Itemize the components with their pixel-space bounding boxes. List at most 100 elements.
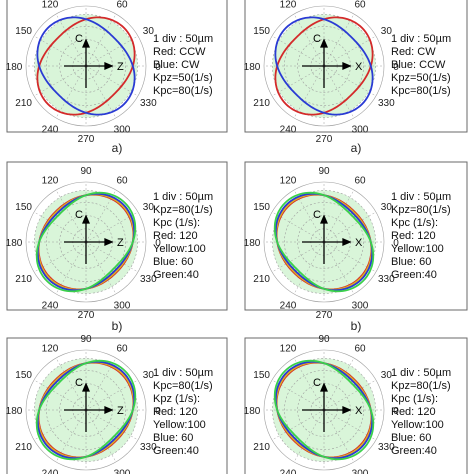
grid-spoke bbox=[271, 35, 325, 67]
grid-spoke bbox=[323, 357, 355, 411]
series-curve-40 bbox=[35, 191, 137, 293]
series-curve-ccw bbox=[274, 16, 374, 116]
legend-line: Green:40 bbox=[391, 445, 437, 457]
angle-tick-label: 240 bbox=[280, 124, 297, 135]
grid-spoke bbox=[33, 211, 87, 243]
angle-tick-label: 90 bbox=[318, 0, 330, 1]
grid-spoke bbox=[85, 241, 117, 295]
legend-line: Red: 120 bbox=[391, 230, 436, 242]
legend-line: Blue: CCW bbox=[391, 59, 446, 71]
legend-line: Blue: 60 bbox=[391, 432, 431, 444]
grid-ring bbox=[272, 190, 376, 294]
grid-ring bbox=[272, 358, 376, 462]
grid-ring bbox=[34, 190, 138, 294]
angle-tick-label: 210 bbox=[253, 98, 270, 109]
horizontal-arrowhead bbox=[342, 62, 352, 70]
legend-line: Red: 120 bbox=[391, 406, 436, 418]
legend-line: Red: 120 bbox=[153, 406, 198, 418]
angle-tick-label: 180 bbox=[6, 238, 23, 249]
panel-caption: b) bbox=[351, 319, 362, 333]
vertical-arrowhead bbox=[320, 38, 328, 48]
legend-line: Kpz=50(1/s) bbox=[153, 72, 213, 84]
series-curve-40 bbox=[273, 359, 375, 461]
legend-line: Blue: 60 bbox=[153, 432, 193, 444]
panel-caption: b) bbox=[112, 319, 123, 333]
grid-ring bbox=[263, 349, 385, 471]
legend-line: Red: 120 bbox=[153, 230, 198, 242]
angle-tick-label: 300 bbox=[352, 468, 369, 474]
grid-spoke bbox=[293, 65, 325, 119]
grid-spoke bbox=[323, 13, 355, 67]
angle-tick-label: 330 bbox=[378, 442, 395, 453]
angle-tick-label: 60 bbox=[354, 344, 366, 355]
legend-line: Kpz (1/s): bbox=[153, 393, 200, 405]
angle-tick-label: 0 bbox=[155, 406, 161, 417]
angle-tick-label: 330 bbox=[378, 98, 395, 109]
legend-line: Kpc (1/s): bbox=[391, 393, 438, 405]
angle-tick-label: 0 bbox=[155, 238, 161, 249]
angle-tick-label: 0 bbox=[393, 238, 399, 249]
grid-spoke bbox=[33, 65, 87, 97]
grid-spoke bbox=[293, 241, 325, 295]
angle-tick-label: 210 bbox=[15, 274, 32, 285]
angle-tick-label: 330 bbox=[140, 442, 157, 453]
angle-tick-label: 30 bbox=[143, 370, 155, 381]
grid-spoke bbox=[85, 409, 139, 441]
angle-tick-label: 90 bbox=[80, 334, 92, 345]
grid-ring bbox=[46, 370, 126, 450]
angle-tick-label: 90 bbox=[318, 166, 330, 177]
angle-tick-label: 240 bbox=[280, 468, 297, 474]
legend-line: 1 div : 50µm bbox=[391, 367, 451, 379]
angle-tick-label: 150 bbox=[15, 202, 32, 213]
grid-ring bbox=[25, 349, 147, 471]
angle-tick-label: 90 bbox=[80, 166, 92, 177]
legend-line: Yellow:100 bbox=[153, 419, 206, 431]
grid-spoke bbox=[293, 409, 325, 463]
grid-spoke bbox=[271, 241, 325, 273]
angle-tick-label: 300 bbox=[352, 300, 369, 311]
angle-tick-label: 180 bbox=[6, 62, 23, 73]
angle-tick-label: 90 bbox=[80, 0, 92, 1]
panel-frame bbox=[244, 161, 468, 311]
vertical-axis-letter: C bbox=[313, 209, 321, 221]
angle-tick-label: 180 bbox=[244, 62, 261, 73]
grid-spoke bbox=[85, 13, 117, 67]
angle-tick-label: 150 bbox=[253, 26, 270, 37]
grid-spoke bbox=[33, 379, 87, 411]
angle-tick-label: 240 bbox=[42, 300, 59, 311]
angle-tick-label: 240 bbox=[280, 300, 297, 311]
angle-tick-label: 150 bbox=[15, 370, 32, 381]
horizontal-axis-letter: X bbox=[355, 237, 363, 249]
grid-ring bbox=[34, 358, 138, 462]
legend-line: 1 div : 50µm bbox=[391, 191, 451, 203]
panel-frame bbox=[244, 337, 468, 474]
panel-caption: a) bbox=[112, 141, 123, 155]
grid-ring bbox=[263, 5, 385, 127]
grid-ring bbox=[25, 5, 147, 127]
horizontal-arrowhead bbox=[342, 406, 352, 414]
grid-spoke bbox=[323, 211, 377, 243]
angle-tick-label: 30 bbox=[143, 26, 155, 37]
horizontal-arrowhead bbox=[104, 62, 114, 70]
vertical-arrowhead bbox=[82, 38, 90, 48]
horizontal-axis-letter: Z bbox=[117, 405, 124, 417]
vertical-axis-letter: C bbox=[75, 377, 83, 389]
grid-ring bbox=[263, 181, 385, 303]
angle-tick-label: 60 bbox=[354, 176, 366, 187]
angle-tick-label: 330 bbox=[378, 274, 395, 285]
grid-spoke bbox=[271, 409, 325, 441]
legend-line: Green:40 bbox=[153, 445, 199, 457]
legend-line: Kpc=80(1/s) bbox=[391, 85, 451, 97]
grid-ring bbox=[284, 26, 364, 106]
grid-spoke bbox=[323, 379, 377, 411]
grid-spoke bbox=[85, 409, 117, 463]
vertical-arrowhead bbox=[82, 214, 90, 224]
legend-line: 1 div : 50µm bbox=[153, 191, 213, 203]
angle-tick-label: 300 bbox=[114, 468, 131, 474]
vertical-arrowhead bbox=[320, 214, 328, 224]
